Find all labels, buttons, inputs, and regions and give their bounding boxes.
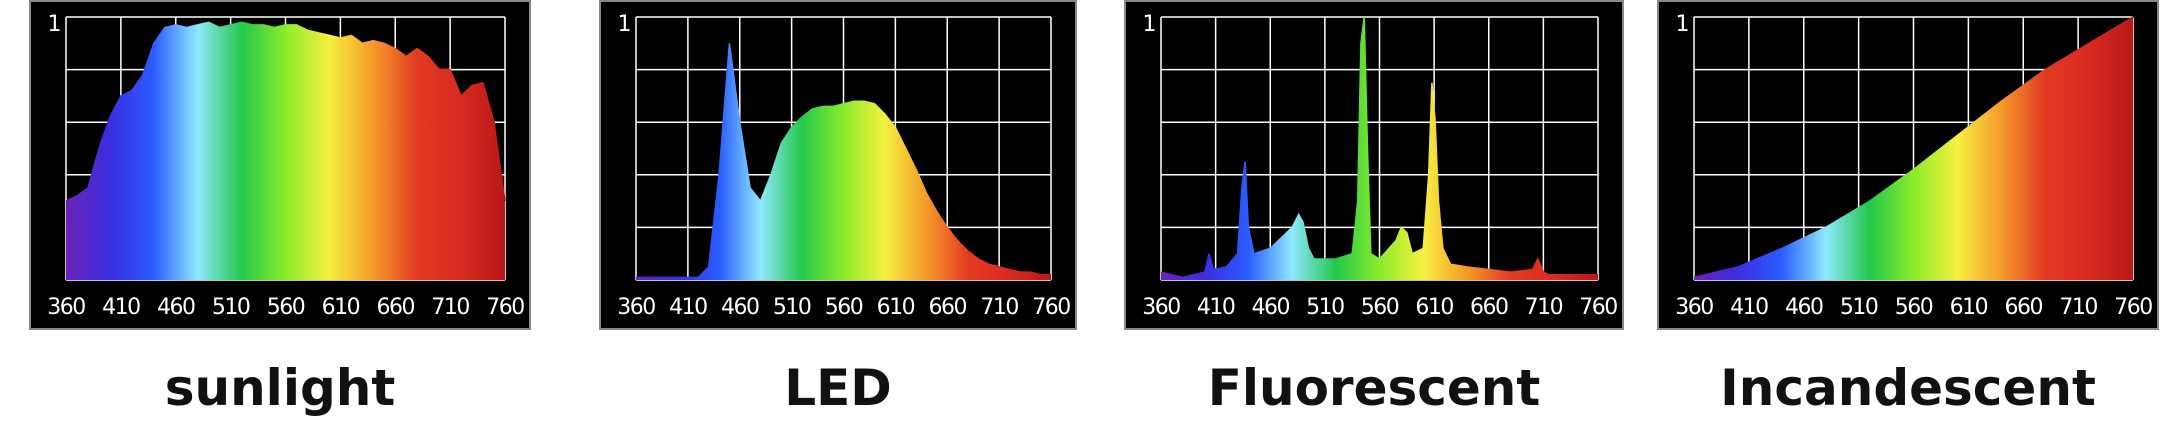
x-tick-label: 710 xyxy=(1525,295,1563,320)
x-tick-label: 710 xyxy=(980,295,1018,320)
x-tick-label: 410 xyxy=(1730,295,1768,320)
x-tick-label: 660 xyxy=(1470,295,1508,320)
x-tick-label: 610 xyxy=(877,295,915,320)
x-tick-label: 760 xyxy=(486,295,524,320)
x-tick-label: 410 xyxy=(102,295,140,320)
x-tick-label: 360 xyxy=(47,295,85,320)
x-tick-label: 460 xyxy=(1252,295,1290,320)
area-fill xyxy=(636,43,1051,280)
y-tick-label: 1 xyxy=(1143,12,1156,37)
x-tick-label: 410 xyxy=(1197,295,1235,320)
chart-title: LED xyxy=(784,359,892,417)
x-tick-label: 710 xyxy=(431,295,469,320)
area-fill xyxy=(1694,17,2133,280)
x-tick-label: 660 xyxy=(377,295,415,320)
y-tick-label: 1 xyxy=(48,12,61,37)
chart-title: Incandescent xyxy=(1720,359,2096,417)
chart-title: sunlight xyxy=(165,359,396,417)
x-tick-label: 510 xyxy=(1840,295,1878,320)
x-tick-label: 510 xyxy=(773,295,811,320)
chart-title: Fluorescent xyxy=(1208,359,1541,417)
x-tick-label: 710 xyxy=(2059,295,2097,320)
x-tick-label: 760 xyxy=(1032,295,1070,320)
area-fill xyxy=(66,22,505,281)
x-tick-label: 610 xyxy=(322,295,360,320)
chart-panel: 360 410 460 510 560 610 660 710 760 1 xyxy=(599,0,1077,330)
x-tick-label: 560 xyxy=(1895,295,1933,320)
x-tick-label: 610 xyxy=(1950,295,1988,320)
spectrum-line xyxy=(1160,16,1598,279)
x-tick-label: 560 xyxy=(267,295,305,320)
x-tick-label: 510 xyxy=(212,295,250,320)
chart-panel: 360 410 460 510 560 610 660 710 760 1 xyxy=(29,0,531,330)
x-tick-label: 360 xyxy=(1675,295,1713,320)
x-tick-label: 560 xyxy=(1361,295,1399,320)
x-tick-label: 360 xyxy=(617,295,655,320)
x-tick-label: 660 xyxy=(929,295,967,320)
y-tick-label: 1 xyxy=(618,12,631,37)
spectrum-line xyxy=(1693,16,2134,279)
chart-panel: 360 410 460 510 560 610 660 710 760 1 xyxy=(1124,0,1624,330)
x-tick-label: 460 xyxy=(157,295,195,320)
x-tick-label: 610 xyxy=(1415,295,1453,320)
x-tick-label: 760 xyxy=(1579,295,1617,320)
x-tick-label: 460 xyxy=(721,295,759,320)
spectrum-line xyxy=(65,21,506,202)
y-tick-label: 1 xyxy=(1676,12,1689,37)
x-tick-label: 510 xyxy=(1306,295,1344,320)
x-tick-label: 760 xyxy=(2114,295,2152,320)
spectrum-line xyxy=(636,43,1051,279)
chart-panel: 360 410 460 510 560 610 660 710 760 1 xyxy=(1657,0,2159,330)
x-tick-label: 410 xyxy=(669,295,707,320)
x-tick-label: 560 xyxy=(825,295,863,320)
x-tick-label: 660 xyxy=(2005,295,2043,320)
x-tick-label: 360 xyxy=(1142,295,1180,320)
x-tick-label: 460 xyxy=(1785,295,1823,320)
